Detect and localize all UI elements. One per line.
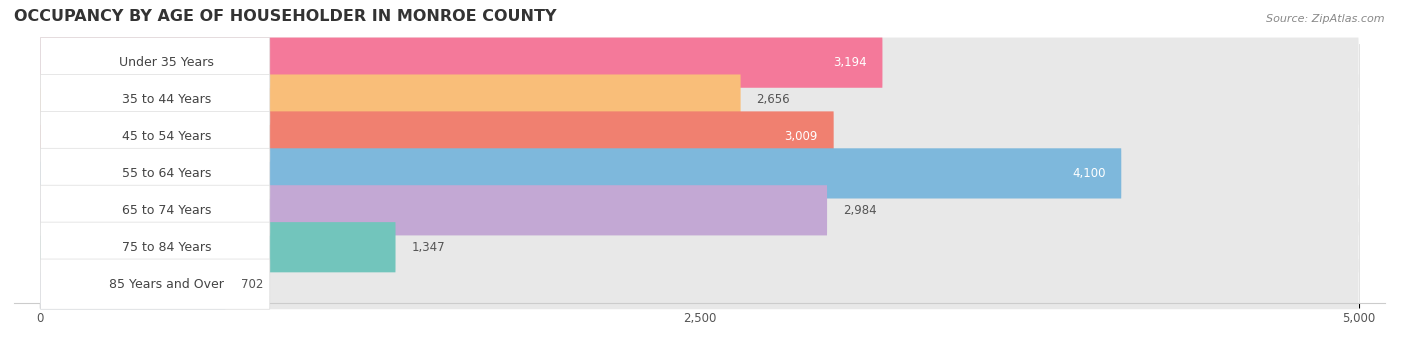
Text: 45 to 54 Years: 45 to 54 Years <box>122 130 211 143</box>
Text: 2,656: 2,656 <box>756 93 790 106</box>
Text: 55 to 64 Years: 55 to 64 Years <box>122 167 211 180</box>
FancyBboxPatch shape <box>41 222 1358 272</box>
FancyBboxPatch shape <box>41 185 1358 235</box>
Text: 1,347: 1,347 <box>412 241 444 254</box>
FancyBboxPatch shape <box>41 259 225 309</box>
FancyBboxPatch shape <box>41 112 834 162</box>
FancyBboxPatch shape <box>41 74 270 125</box>
Text: 702: 702 <box>242 278 264 291</box>
Text: 4,100: 4,100 <box>1071 167 1105 180</box>
FancyBboxPatch shape <box>41 37 1358 88</box>
Text: Source: ZipAtlas.com: Source: ZipAtlas.com <box>1267 14 1385 23</box>
FancyBboxPatch shape <box>41 222 270 272</box>
FancyBboxPatch shape <box>41 185 827 235</box>
FancyBboxPatch shape <box>41 37 270 88</box>
Text: 3,194: 3,194 <box>832 56 866 69</box>
Text: 85 Years and Over: 85 Years and Over <box>110 278 224 291</box>
FancyBboxPatch shape <box>41 112 1358 162</box>
FancyBboxPatch shape <box>41 74 741 125</box>
FancyBboxPatch shape <box>41 112 270 162</box>
FancyBboxPatch shape <box>41 74 1358 125</box>
FancyBboxPatch shape <box>41 185 270 235</box>
Text: 2,984: 2,984 <box>844 204 876 217</box>
Text: 75 to 84 Years: 75 to 84 Years <box>122 241 211 254</box>
Text: 3,009: 3,009 <box>785 130 818 143</box>
Text: 65 to 74 Years: 65 to 74 Years <box>122 204 211 217</box>
Text: 35 to 44 Years: 35 to 44 Years <box>122 93 211 106</box>
FancyBboxPatch shape <box>41 222 395 272</box>
Text: OCCUPANCY BY AGE OF HOUSEHOLDER IN MONROE COUNTY: OCCUPANCY BY AGE OF HOUSEHOLDER IN MONRO… <box>14 9 557 24</box>
FancyBboxPatch shape <box>41 148 270 199</box>
FancyBboxPatch shape <box>41 37 883 88</box>
FancyBboxPatch shape <box>41 259 270 309</box>
FancyBboxPatch shape <box>41 148 1122 199</box>
FancyBboxPatch shape <box>41 259 1358 309</box>
Text: Under 35 Years: Under 35 Years <box>120 56 214 69</box>
FancyBboxPatch shape <box>41 148 1358 199</box>
